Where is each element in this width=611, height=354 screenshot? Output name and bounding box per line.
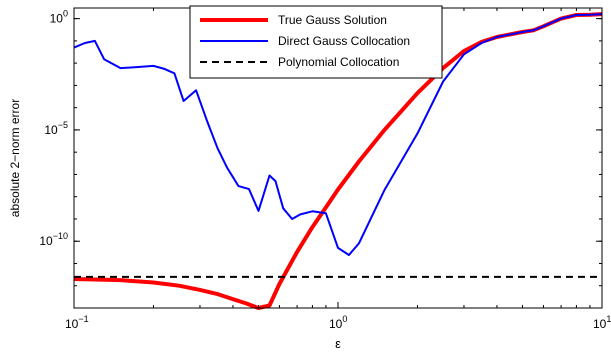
y-tick-exp: −10 xyxy=(53,231,68,241)
series-layer xyxy=(73,12,603,310)
y-tick-base: 10 xyxy=(44,123,58,137)
y-tick-exp: 0 xyxy=(63,9,68,19)
legend-label-1: Direct Gauss Collocation xyxy=(278,34,410,48)
y-tick-label-2: 10−10 xyxy=(39,231,68,248)
x-tick-exp: 1 xyxy=(606,314,611,324)
y-tick-base: 10 xyxy=(39,234,53,248)
legend-label-0: True Gauss Solution xyxy=(278,13,387,27)
x-tick-base: 10 xyxy=(65,317,79,331)
series-line-1 xyxy=(73,13,603,256)
x-tick-base: 10 xyxy=(593,317,607,331)
y-tick-exp: −5 xyxy=(58,120,68,130)
x-tick-label-1: 100 xyxy=(329,314,347,331)
y-tick-label-1: 10−5 xyxy=(44,120,68,137)
legend-label-2: Polynomial Collocation xyxy=(278,55,399,69)
legend: True Gauss Solution Direct Gauss Collocat… xyxy=(189,5,443,79)
x-tick-label-2: 101 xyxy=(593,314,611,331)
x-tick-exp: −1 xyxy=(78,314,88,324)
x-tick-label-0: 10−1 xyxy=(65,314,89,331)
x-tick-exp: 0 xyxy=(342,314,347,324)
x-tick-base: 10 xyxy=(329,317,343,331)
y-tick-label-0: 100 xyxy=(50,9,68,26)
y-tick-base: 10 xyxy=(50,12,64,26)
x-axis-label: ε xyxy=(335,336,341,351)
y-axis-label: absolute 2−norm error xyxy=(8,99,22,217)
